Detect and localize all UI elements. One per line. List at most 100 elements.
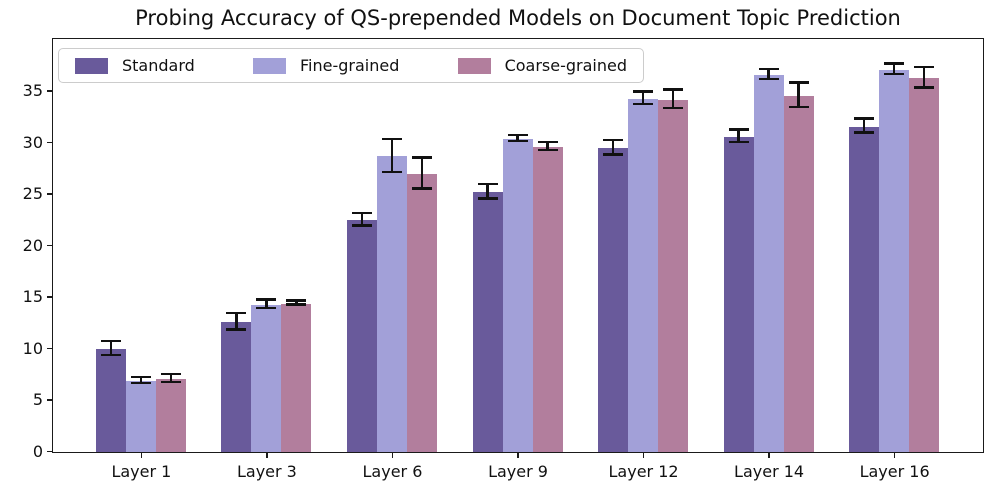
error-bar-line <box>420 157 424 189</box>
y-tick-label: 30 <box>22 132 43 152</box>
error-bar-cap <box>854 131 875 134</box>
bar-fine-grained-layer-3 <box>251 304 282 452</box>
error-bar-line <box>862 118 866 133</box>
x-tick-mark <box>893 453 896 458</box>
x-tick-label: Layer 12 <box>608 462 679 481</box>
y-tick-label: 15 <box>22 287 43 306</box>
bar-standard-layer-6 <box>346 220 377 452</box>
y-tick-mark <box>47 450 52 453</box>
x-tick-label: Layer 6 <box>362 462 423 481</box>
error-bar-cap <box>728 140 749 144</box>
error-bar-line <box>892 63 896 75</box>
error-bar-line <box>235 312 238 330</box>
error-bar-line <box>611 139 615 155</box>
error-bar-line <box>390 138 394 172</box>
error-bar-line <box>671 89 675 108</box>
error-bar-cap <box>100 353 121 357</box>
error-bar-line <box>516 134 519 141</box>
error-bar-cap <box>507 139 528 143</box>
legend-label-fine-grained: Fine-grained <box>300 56 400 75</box>
error-bar-cap <box>663 106 684 110</box>
bar-fine-grained-layer-6 <box>376 156 407 452</box>
error-bar-cap <box>160 380 181 384</box>
bar-standard-layer-16 <box>849 126 880 452</box>
error-bar-cap <box>256 306 277 310</box>
x-tick-label: Layer 16 <box>859 462 930 481</box>
error-bar-cap <box>758 77 779 81</box>
error-bar-line <box>109 340 113 356</box>
error-bar-cap <box>537 140 558 144</box>
error-bar-cap <box>663 88 684 91</box>
x-tick-label: Layer 14 <box>734 462 805 481</box>
y-tick-mark <box>47 347 52 350</box>
legend-swatch-fine-grained <box>253 57 286 74</box>
legend: Standard Fine-grained Coarse-grained <box>58 48 644 83</box>
error-bar-cap <box>381 170 402 174</box>
y-tick-mark <box>47 296 52 298</box>
y-tick-label: 10 <box>22 338 43 358</box>
bar-standard-layer-3 <box>221 322 252 452</box>
error-bar-cap <box>351 211 372 215</box>
error-bar-line <box>737 129 740 142</box>
y-tick-mark <box>47 90 52 92</box>
bar-coarse-grained-layer-9 <box>532 147 563 452</box>
error-bar-line <box>486 184 489 199</box>
error-bar-cap <box>633 102 654 106</box>
y-tick-mark <box>47 399 52 401</box>
x-tick-mark <box>642 453 645 458</box>
error-bar-cap <box>286 303 307 306</box>
error-bar-line <box>767 68 770 80</box>
error-bar-cap <box>854 117 875 120</box>
y-tick-label: 35 <box>22 81 43 100</box>
y-tick-mark <box>47 244 52 247</box>
y-tick-mark <box>47 141 52 144</box>
bar-standard-layer-12 <box>598 148 629 452</box>
error-bar-cap <box>226 328 247 331</box>
bar-coarse-grained-layer-16 <box>909 78 940 452</box>
legend-swatch-standard <box>75 57 108 74</box>
bar-fine-grained-layer-9 <box>502 138 533 452</box>
error-bar-line <box>546 142 549 151</box>
legend-item-fine-grained: Fine-grained <box>253 56 399 75</box>
error-bar-cap <box>507 133 528 137</box>
error-bar-cap <box>914 86 935 89</box>
error-bar-cap <box>226 311 247 315</box>
error-bar-line <box>139 376 143 383</box>
legend-item-standard: Standard <box>75 56 195 75</box>
error-bar-line <box>295 300 298 305</box>
bar-coarse-grained-layer-3 <box>281 303 312 452</box>
x-tick-label: Layer 1 <box>111 462 172 481</box>
error-bar-cap <box>256 298 277 301</box>
error-bar-cap <box>411 187 432 190</box>
error-bar-cap <box>477 182 498 186</box>
bar-coarse-grained-layer-14 <box>783 95 814 452</box>
bar-coarse-grained-layer-6 <box>406 173 437 452</box>
legend-item-coarse-grained: Coarse-grained <box>457 56 627 75</box>
y-tick-label: 5 <box>32 390 43 409</box>
bar-fine-grained-layer-1 <box>125 380 156 452</box>
error-bar-cap <box>788 105 809 109</box>
error-bar-cap <box>914 65 935 69</box>
plot-area: Standard Fine-grained Coarse-grained <box>52 38 984 453</box>
error-bar-cap <box>884 62 905 65</box>
error-bar-line <box>265 299 268 308</box>
error-bar-line <box>922 66 926 88</box>
y-tick-label: 25 <box>22 184 43 203</box>
x-tick-mark <box>140 453 143 458</box>
y-tick-label: 20 <box>22 235 43 255</box>
bar-fine-grained-layer-12 <box>628 98 659 452</box>
error-bar-cap <box>477 197 498 200</box>
bar-standard-layer-9 <box>472 192 503 452</box>
bar-fine-grained-layer-14 <box>753 75 784 452</box>
x-tick-mark <box>391 453 394 458</box>
error-bar-cap <box>130 381 151 385</box>
bar-standard-layer-1 <box>95 349 126 452</box>
legend-swatch-coarse-grained <box>457 57 491 74</box>
x-tick-mark <box>768 453 770 458</box>
y-tick-label: 0 <box>32 441 43 461</box>
error-bar-cap <box>160 372 181 375</box>
error-bar-cap <box>130 375 151 379</box>
error-bar-line <box>360 213 364 226</box>
bar-fine-grained-layer-16 <box>879 69 910 452</box>
